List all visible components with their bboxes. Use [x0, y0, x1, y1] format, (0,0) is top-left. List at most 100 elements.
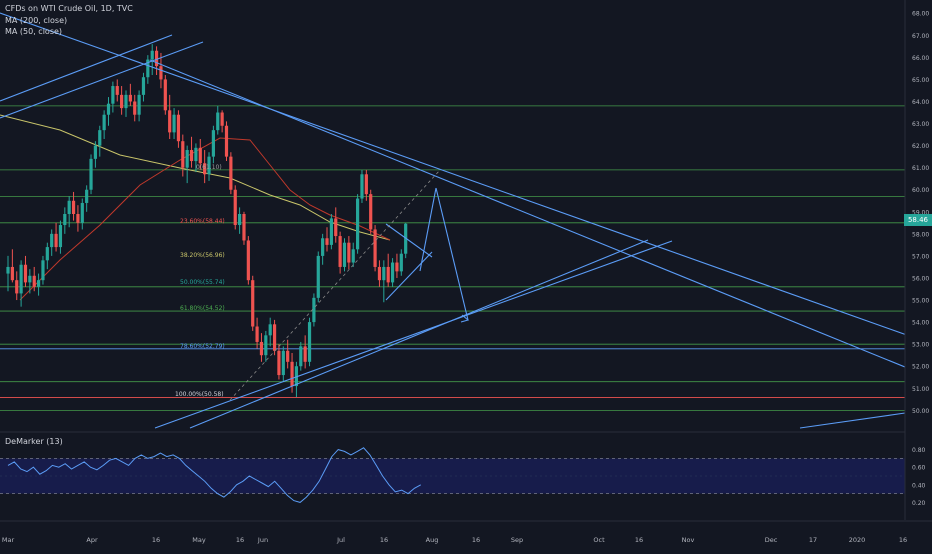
candle-body [347, 242, 351, 263]
uptrend-line-b [189, 239, 649, 429]
candle-body [207, 156, 211, 175]
candle-body [115, 86, 119, 95]
trendlines [0, 12, 932, 429]
candle-body [137, 94, 141, 115]
candle-body [124, 94, 128, 109]
candle-body [321, 238, 325, 256]
candle-body [120, 94, 124, 109]
time-tick-label: Mar [2, 536, 15, 544]
price-tick-label: 65.00 [912, 77, 929, 84]
candle-body [133, 101, 137, 115]
demarker-legend: DeMarker (13) [5, 437, 63, 446]
candle-body [395, 262, 399, 272]
time-tick-label: Jun [257, 536, 268, 544]
candle-body [277, 350, 281, 376]
time-tick-label: 16 [236, 536, 244, 544]
time-tick-label: 17 [809, 536, 817, 544]
candle-body [6, 266, 10, 274]
symbol-title: CFDs on WTI Crude Oil, 1D, TVC [5, 4, 133, 13]
ma50-line [19, 137, 391, 301]
fib-label-382: 38.20%(56.96) [180, 252, 225, 259]
candle-body [229, 156, 233, 190]
candle-body [334, 218, 338, 237]
candle-body [176, 114, 181, 142]
price-tick-label: 60.00 [912, 187, 929, 194]
candle-body [264, 335, 268, 356]
candle-body [98, 130, 102, 146]
candle-body [150, 50, 154, 60]
candle-body [71, 200, 76, 214]
fib-label-786: 78.60%(52.79) [180, 343, 225, 350]
time-tick-label: 16 [152, 536, 160, 544]
time-tick-label: 16 [380, 536, 388, 544]
candle-body [76, 214, 80, 223]
demarker-tick-label: 0.60 [912, 465, 926, 472]
candle-body [154, 50, 159, 67]
price-tick-label: 68.00 [912, 11, 929, 18]
downtrend-line-b [149, 59, 932, 379]
candle-body [224, 125, 229, 157]
candle-body [369, 194, 373, 230]
candle-body [146, 59, 150, 78]
price-tick-label: 52.00 [912, 364, 929, 371]
candle-body [255, 326, 259, 342]
price-tick-label: 53.00 [912, 342, 929, 349]
candle-body [399, 253, 403, 272]
demarker-tick-label: 0.80 [912, 447, 926, 454]
candle-body [364, 174, 368, 195]
candle-body [58, 225, 63, 248]
candle-body [141, 77, 146, 95]
candle-body [63, 214, 67, 226]
price-tick-label: 67.00 [912, 33, 929, 40]
ma200-legend: MA (200, close) [5, 16, 68, 25]
candle-body [41, 260, 45, 281]
price-tick-label: 54.00 [912, 320, 929, 327]
candle-body [23, 264, 28, 283]
candle-body [342, 242, 347, 267]
fib-label-50: 50.00%(55.74) [180, 279, 225, 286]
candle-body [102, 114, 106, 131]
lower-right-line [799, 412, 906, 429]
demarker-line [7, 447, 422, 503]
candle-body [198, 147, 202, 164]
demarker-pane: 0.20 0.40 0.60 0.80 [7, 447, 926, 507]
ma50-legend: MA (50, close) [5, 27, 63, 36]
price-axis-bg [905, 0, 932, 550]
candle-body [168, 110, 172, 133]
demarker-tick-label: 0.40 [912, 482, 926, 489]
candle-body [67, 200, 71, 214]
triangle-upper [385, 223, 433, 258]
candle-body [185, 150, 189, 168]
candle-body [238, 214, 242, 226]
price-tick-label: 61.00 [912, 165, 929, 172]
candle-body [111, 86, 115, 104]
candle-body [172, 114, 176, 133]
candle-body [216, 112, 220, 131]
candle-body [246, 240, 250, 281]
demarker-bands [0, 431, 932, 495]
fib-label-618: 61.80%(54.52) [180, 305, 225, 312]
price-tick-label: 57.00 [912, 253, 929, 260]
candle-body [93, 145, 97, 159]
candle-body [159, 66, 163, 80]
candle-body [286, 350, 290, 362]
channel-upper-b [0, 41, 204, 119]
candle-body [203, 163, 207, 175]
price-tick-label: 55.00 [912, 298, 929, 305]
candle-body [10, 266, 14, 281]
triangle-lower [385, 251, 433, 301]
candle-body [272, 324, 277, 351]
candle-body [36, 280, 41, 287]
candle-body [316, 255, 320, 298]
candle-body [28, 275, 32, 283]
candle-body [294, 366, 299, 387]
projection-down [435, 187, 469, 321]
candle-body [377, 266, 382, 281]
candle-body [54, 233, 58, 248]
candle-body [233, 189, 237, 226]
projection-arrow-head [460, 314, 470, 323]
candle-body [85, 189, 89, 203]
